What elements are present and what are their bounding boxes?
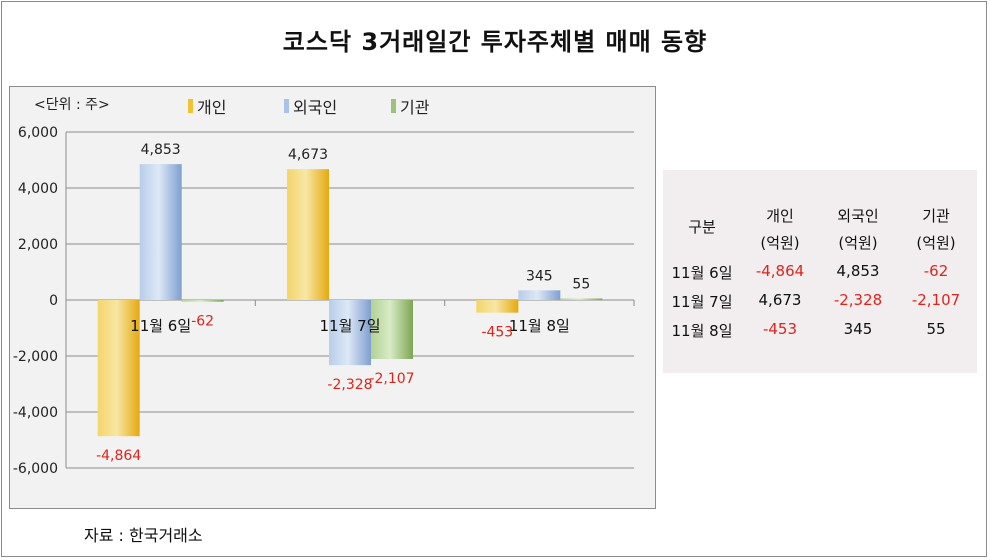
y-tick-label: -4,000 bbox=[13, 405, 58, 421]
data-label: -2,107 bbox=[369, 371, 414, 387]
y-tick-label: -6,000 bbox=[13, 461, 58, 477]
category-label: 11월 7일 bbox=[320, 317, 381, 335]
table-cell: -2,107 bbox=[911, 291, 961, 309]
table-header-foreign: 외국인 bbox=[837, 207, 879, 225]
table-header-institution: 기관 bbox=[922, 207, 950, 225]
legend-item-foreign: 외국인 bbox=[284, 94, 337, 118]
legend-swatch-institution bbox=[391, 99, 396, 113]
data-label: 345 bbox=[526, 268, 553, 284]
table-row-label: 11월 7일 bbox=[671, 293, 733, 311]
unit-label: <단위 : 주> bbox=[34, 97, 110, 113]
legend-swatch-individual bbox=[188, 99, 193, 113]
data-label: 55 bbox=[572, 276, 590, 292]
table-header-individual-unit: (억원) bbox=[760, 234, 800, 252]
category-label: 11월 6일 bbox=[130, 317, 191, 335]
legend-swatch-foreign bbox=[284, 99, 289, 113]
table-header-individual: 개인 bbox=[766, 207, 794, 225]
data-label: -4,864 bbox=[96, 448, 141, 464]
legend-label-foreign: 외국인 bbox=[293, 98, 338, 117]
data-label: -453 bbox=[481, 325, 513, 341]
y-tick-label: 0 bbox=[49, 293, 58, 309]
source-note: 자료 : 한국거래소 bbox=[84, 526, 203, 545]
table-header-category: 구분 bbox=[688, 218, 716, 236]
data-label: 4,853 bbox=[141, 142, 181, 158]
category-label: 11월 8일 bbox=[509, 317, 570, 335]
bar-0-1 bbox=[287, 169, 329, 300]
table-cell: 4,853 bbox=[836, 262, 880, 280]
y-tick-label: -2,000 bbox=[13, 349, 58, 365]
legend-item-individual: 개인 bbox=[188, 94, 226, 118]
bar-1-2 bbox=[518, 290, 561, 300]
bar-0-2 bbox=[476, 300, 519, 313]
legend-label-individual: 개인 bbox=[197, 98, 227, 117]
y-tick-label: 6,000 bbox=[18, 125, 58, 141]
bar-1-0 bbox=[139, 164, 182, 300]
table-cell: -2,328 bbox=[833, 291, 883, 309]
table-row-label: 11월 8일 bbox=[671, 322, 733, 340]
category-labels: 11월 6일 11월 7일 11월 8일 bbox=[130, 317, 570, 335]
table-cell: -62 bbox=[923, 262, 949, 280]
table-row-label: 11월 6일 bbox=[671, 264, 733, 282]
table-cell: 4,673 bbox=[758, 291, 802, 309]
y-tick-label: 4,000 bbox=[18, 181, 58, 197]
table-cell: -453 bbox=[762, 320, 798, 338]
table-cell: 55 bbox=[926, 320, 946, 338]
bar-2-0 bbox=[181, 300, 224, 302]
page-title: 코스닥 3거래일간 투자주체별 매매 동향 bbox=[282, 28, 708, 56]
table-header-foreign-unit: (억원) bbox=[838, 234, 878, 252]
data-label: -62 bbox=[191, 314, 214, 330]
bar-series bbox=[97, 164, 603, 437]
legend-label-institution: 기관 bbox=[400, 98, 430, 117]
table-header-institution-unit: (억원) bbox=[916, 234, 956, 252]
table-cell: -4,864 bbox=[755, 262, 805, 280]
data-labels: -4,864 4,853 -62 4,673 -2,328-2,107 -453 345 55 bbox=[96, 142, 590, 464]
bar-0-0 bbox=[97, 300, 140, 437]
bar-1-1 bbox=[329, 300, 371, 366]
bar-2-1 bbox=[371, 300, 413, 359]
data-label: 4,673 bbox=[288, 147, 328, 163]
summary-table: 구분 개인 (억원) 외국인 (억원) 기관 (억원) 11월 6일 -4,86… bbox=[663, 170, 977, 373]
y-axis-ticks: 6,000 4,000 2,000 0 -2,000 -4,000 -6,000 bbox=[13, 125, 58, 477]
table-cell: 345 bbox=[843, 320, 873, 338]
bar-2-2 bbox=[560, 298, 603, 300]
data-label: -2,328 bbox=[327, 377, 372, 393]
y-tick-label: 2,000 bbox=[18, 237, 58, 253]
legend-item-institution: 기관 bbox=[391, 94, 429, 118]
